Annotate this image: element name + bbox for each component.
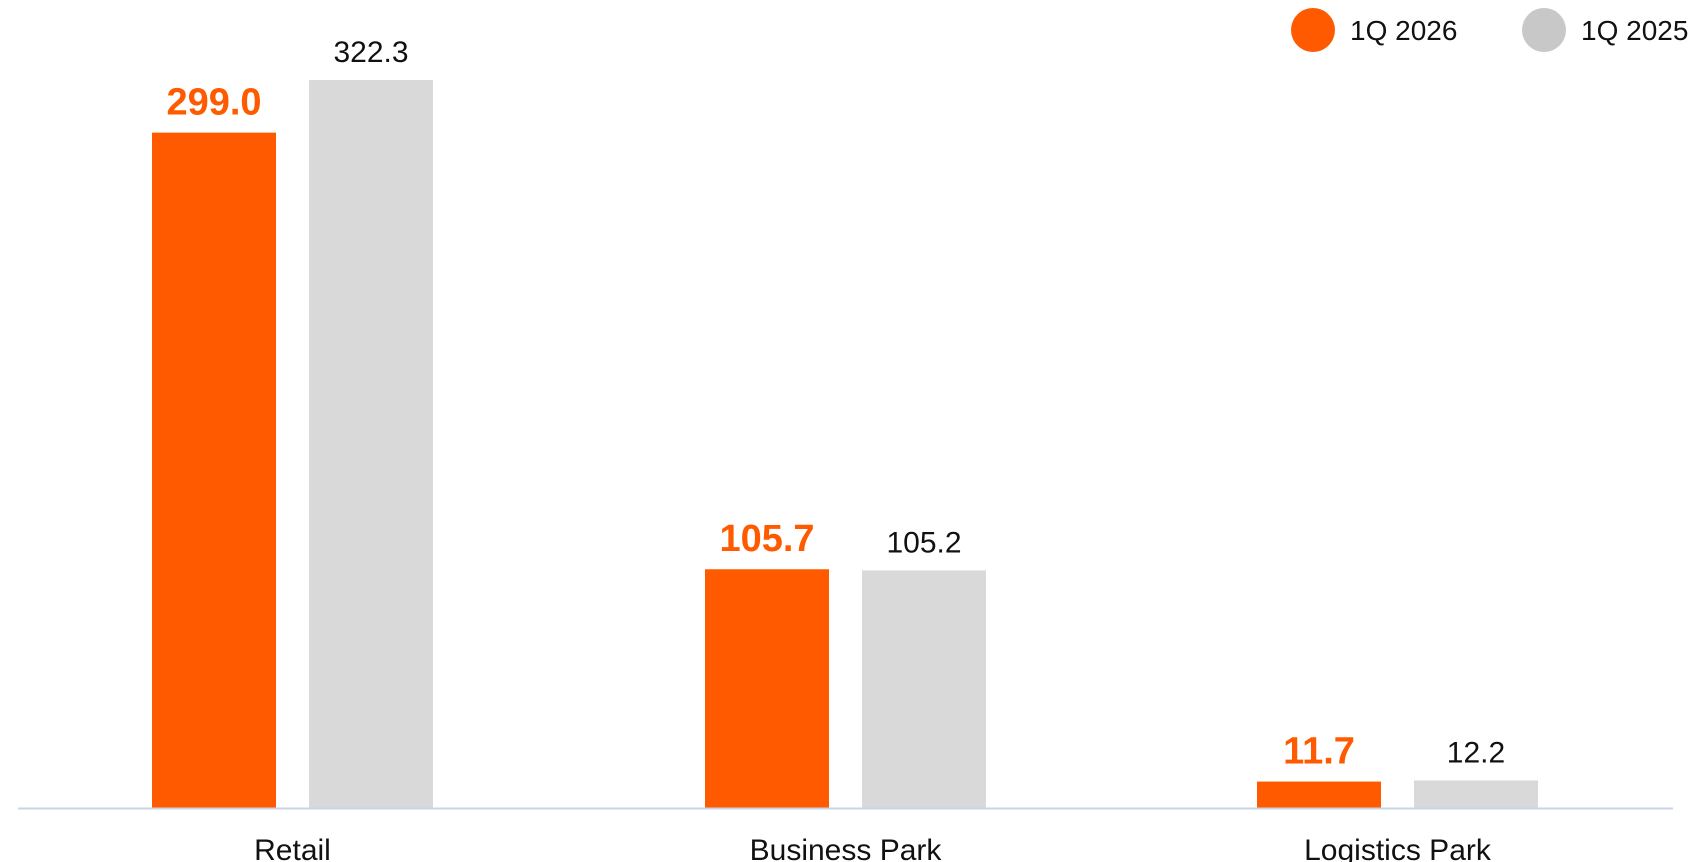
value-label-1q-2025-logistics-park: 12.2 [1447, 736, 1505, 769]
bars-group [152, 80, 1538, 809]
value-labels: 299.0 105.7 11.7 322.3 105.2 12.2 [166, 36, 1505, 773]
category-label-retail: Retail [254, 834, 331, 862]
legend-label-1q-2026: 1Q 2026 [1350, 15, 1457, 46]
category-labels: Retail Business Park Logistics Park [254, 834, 1492, 862]
bar-1q-2026-business-park [705, 569, 829, 808]
category-label-logistics-park: Logistics Park [1304, 834, 1492, 862]
bar-1q-2025-business-park [862, 570, 986, 808]
bar-1q-2025-retail [309, 80, 433, 808]
bar-1q-2025-logistics-park [1414, 780, 1538, 808]
value-label-1q-2026-business-park: 105.7 [719, 518, 814, 560]
value-label-1q-2026-retail: 299.0 [166, 82, 261, 124]
value-label-1q-2025-business-park: 105.2 [886, 526, 961, 559]
legend-label-1q-2025: 1Q 2025 [1581, 15, 1688, 46]
legend-swatch-1q-2025 [1522, 8, 1566, 52]
legend: 1Q 2026 1Q 2025 [1291, 8, 1688, 52]
value-label-1q-2025-retail: 322.3 [333, 36, 408, 69]
bar-1q-2026-retail [152, 132, 276, 809]
value-label-1q-2026-logistics-park: 11.7 [1283, 731, 1355, 773]
category-label-business-park: Business Park [750, 834, 943, 862]
legend-swatch-1q-2026 [1291, 8, 1335, 52]
bar-1q-2026-logistics-park [1257, 781, 1381, 808]
